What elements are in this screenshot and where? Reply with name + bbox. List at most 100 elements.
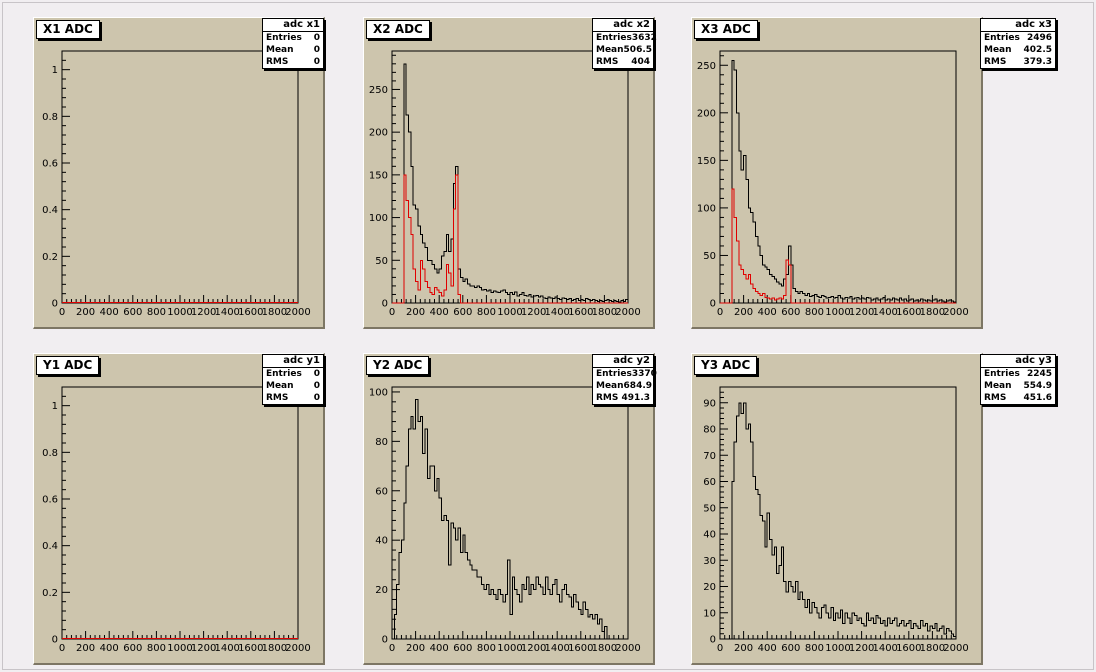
x-tick-label: 0 <box>59 307 65 318</box>
stats-rms-row: RMS 0 <box>263 392 323 404</box>
stats-mean-value: 554.9 <box>1023 381 1052 391</box>
y-tick-label: 0.8 <box>42 112 58 123</box>
chart-title: Y3 ADC <box>694 356 758 375</box>
x-tick-label: 1400 <box>544 643 569 654</box>
stats-entries-row: Entries 3632 <box>593 32 657 44</box>
stats-mean-row: Mean 506.5 <box>593 44 653 56</box>
x-tick-label: 1200 <box>191 643 216 654</box>
panel-y2-adc[interactable]: 0 200 400 600 800 1000 1200 1400 1600 1800 2000 0 20… <box>363 353 657 665</box>
plot-frame <box>719 50 957 304</box>
y-tick-label: 0.2 <box>42 252 58 263</box>
x-tick-label: 400 <box>430 643 449 654</box>
y-tick-label: 80 <box>703 425 716 436</box>
x-tick-label: 800 <box>147 643 166 654</box>
stats-entries-label: Entries <box>596 369 632 379</box>
y-tick-label: 150 <box>697 156 716 167</box>
stats-mean-row: Mean 402.5 <box>981 44 1055 56</box>
stats-mean-label: Mean <box>266 45 294 55</box>
x-tick-label: 2000 <box>943 307 968 318</box>
x-tick-label: 400 <box>758 643 777 654</box>
stats-rms-row: RMS 451.6 <box>981 392 1055 404</box>
y-tick-label: 60 <box>703 477 716 488</box>
x-tick-label: 200 <box>734 307 753 318</box>
panel-y1-adc[interactable]: 0 200 400 600 800 1000 1200 1400 1600 1800 2000 0 0.… <box>33 353 325 665</box>
x-tick-label: 1000 <box>497 643 522 654</box>
y-tick-label: 50 <box>703 251 716 262</box>
stats-mean-label: Mean <box>596 381 624 391</box>
x-tick-label: 400 <box>100 643 119 654</box>
y-tick-label: 0 <box>382 299 388 310</box>
histogram-series-black <box>392 398 608 640</box>
y-tick-label: 20 <box>375 585 388 596</box>
stats-box: adc x1 Entries 0 Mean 0 RMS 0 <box>262 18 324 69</box>
stats-entries-row: Entries 2245 <box>981 368 1055 380</box>
x-tick-label: 1800 <box>592 643 617 654</box>
histogram-series-black <box>720 402 957 640</box>
x-tick-label: 1200 <box>849 307 874 318</box>
y-tick-label: 60 <box>375 486 388 497</box>
x-tick-label: 1000 <box>167 643 192 654</box>
panel-y3-adc[interactable]: 0 200 400 600 800 1000 1200 1400 1600 1800 2000 0 10… <box>691 353 1056 665</box>
stats-mean-label: Mean <box>984 381 1012 391</box>
x-tick-label: 600 <box>781 643 800 654</box>
panel-x2-adc[interactable]: 0 200 400 600 800 1000 1200 1400 1600 1800 2000 0 50… <box>363 17 657 329</box>
stats-rms-label: RMS <box>266 393 289 403</box>
stats-entries-label: Entries <box>984 369 1020 379</box>
stats-entries-value: 3632 <box>631 33 657 43</box>
y-tick-label: 1 <box>52 401 58 412</box>
x-tick-label: 1800 <box>262 307 287 318</box>
stats-mean-row: Mean 0 <box>263 44 323 56</box>
stats-rms-label: RMS <box>596 57 619 67</box>
panel-x3-adc[interactable]: 0 200 400 600 800 1000 1200 1400 1600 1800 2000 0 50… <box>691 17 1056 329</box>
plot-frame <box>391 50 629 304</box>
x-tick-label: 200 <box>76 643 95 654</box>
x-tick-label: 0 <box>717 307 723 318</box>
x-tick-label: 1600 <box>568 307 593 318</box>
stats-mean-label: Mean <box>984 45 1012 55</box>
stats-mean-label: Mean <box>596 45 624 55</box>
x-tick-label: 2000 <box>285 643 310 654</box>
stats-box: adc x3 Entries 2496 Mean 402.5 RMS 379.3 <box>980 18 1056 69</box>
stats-entries-row: Entries 2496 <box>981 32 1055 44</box>
panel-x1-adc[interactable]: 0 200 400 600 800 1000 1200 1400 1600 1800 2000 0 0.… <box>33 17 325 329</box>
x-tick-label: 1400 <box>872 307 897 318</box>
x-tick-label: 1600 <box>896 307 921 318</box>
x-tick-label: 1600 <box>568 643 593 654</box>
x-tick-label: 1000 <box>825 307 850 318</box>
x-tick-label: 600 <box>453 643 472 654</box>
y-tick-label: 250 <box>369 85 388 96</box>
stats-rms-value: 451.6 <box>1023 393 1052 403</box>
x-tick-label: 1400 <box>214 307 239 318</box>
stats-entries-row: Entries 0 <box>263 368 323 380</box>
stats-mean-value: 402.5 <box>1023 45 1052 55</box>
y-tick-label: 0.4 <box>42 541 58 552</box>
x-tick-label: 400 <box>758 307 777 318</box>
stats-mean-value: 0 <box>313 381 320 391</box>
stats-rms-value: 0 <box>313 57 320 67</box>
x-tick-label: 1200 <box>191 307 216 318</box>
stats-box: adc y1 Entries 0 Mean 0 RMS 0 <box>262 354 324 405</box>
plot-frame <box>719 386 957 640</box>
chart-title: X3 ADC <box>694 20 758 39</box>
y-tick-label: 0 <box>710 635 716 646</box>
x-tick-label: 1800 <box>920 643 945 654</box>
chart-title: X1 ADC <box>36 20 100 39</box>
x-tick-label: 800 <box>477 643 496 654</box>
x-tick-label: 800 <box>147 307 166 318</box>
stats-rms-value: 491.3 <box>621 393 650 403</box>
x-tick-label: 0 <box>717 643 723 654</box>
y-tick-label: 20 <box>703 582 716 593</box>
stats-mean-label: Mean <box>266 381 294 391</box>
x-tick-label: 1400 <box>214 643 239 654</box>
stats-entries-value: 3370 <box>631 369 657 379</box>
x-tick-label: 800 <box>805 643 824 654</box>
chart-title: X2 ADC <box>366 20 430 39</box>
x-tick-label: 1800 <box>262 643 287 654</box>
y-tick-label: 0 <box>710 299 716 310</box>
y-tick-label: 70 <box>703 451 716 462</box>
stats-entries-label: Entries <box>596 33 632 43</box>
plot-frame <box>61 50 299 304</box>
x-tick-label: 400 <box>100 307 119 318</box>
